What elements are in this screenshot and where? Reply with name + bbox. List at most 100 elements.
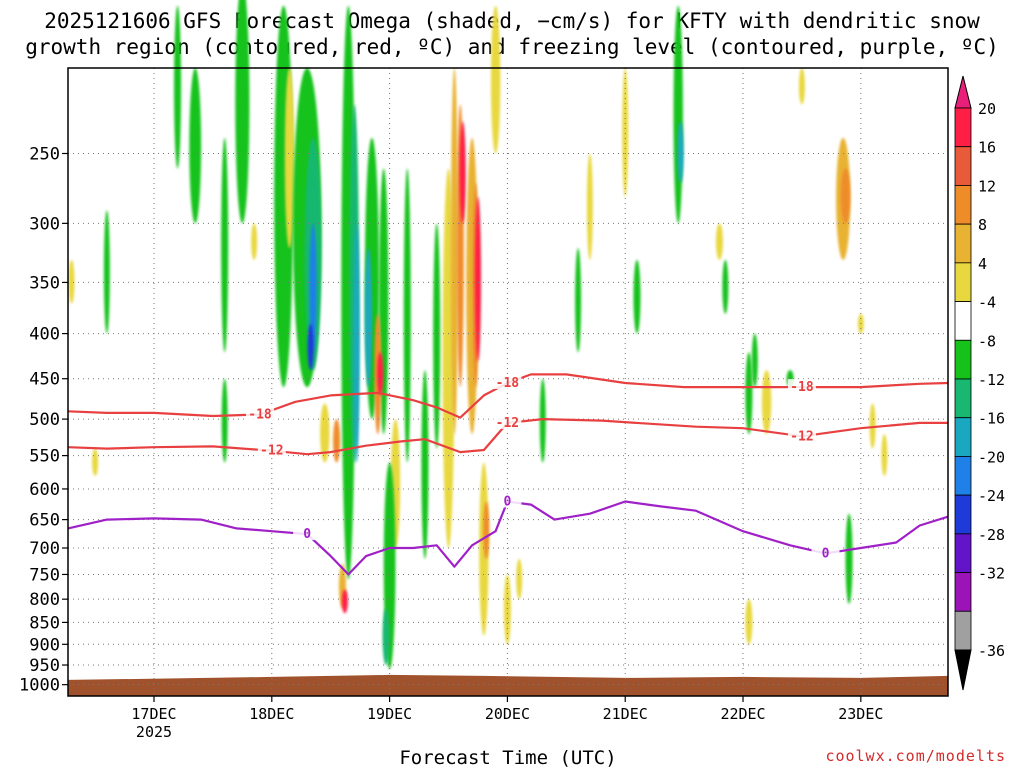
- colorbar-swatch: [954, 339, 972, 380]
- omega-shade-blob: [751, 333, 758, 388]
- omega-shade-blob: [881, 434, 888, 476]
- colorbar-swatch: [954, 378, 972, 419]
- contour-line-0: [67, 500, 949, 576]
- omega-shade-blob: [677, 121, 684, 183]
- omega-shade-blob: [845, 513, 853, 604]
- credit-text: coolwx.com/modelts: [825, 747, 1006, 765]
- omega-shade-blob: [320, 403, 330, 463]
- omega-shade-blob: [433, 223, 441, 449]
- contour-label: -12: [496, 416, 519, 431]
- omega-shade-blob: [586, 153, 593, 260]
- colorbar-swatch: [954, 572, 972, 612]
- y-tick-label: 750: [29, 565, 60, 585]
- chart-title-line1: 2025121606 GFS Forecast Omega (shaded, −…: [44, 9, 980, 33]
- y-tick-label: 300: [29, 214, 60, 234]
- colorbar-top-arrow: [954, 75, 972, 109]
- colorbar-swatch: [954, 456, 972, 496]
- contour-label: 0: [503, 495, 511, 510]
- colorbar-tick-label: -24: [978, 487, 1005, 505]
- omega-shade-blob: [353, 223, 360, 463]
- colorbar-tick-label: 12: [978, 177, 996, 195]
- omega-shade-blob: [221, 137, 229, 353]
- ground-layer: [68, 674, 948, 696]
- x-tick-label: 19DEC: [367, 705, 412, 723]
- omega-shade-blob: [745, 599, 753, 645]
- y-tick-label: 550: [29, 447, 60, 467]
- omega-shading-layer: [68, 0, 888, 670]
- colorbar-tick-label: -4: [978, 294, 996, 312]
- omega-shade-blob: [377, 352, 384, 396]
- omega-shade-blob: [798, 68, 805, 105]
- colorbar-tick-label: -8: [978, 332, 996, 350]
- y-tick-label: 850: [29, 613, 60, 633]
- omega-shade-blob: [221, 378, 228, 463]
- contour-layer: -18 -18 -18 -12 -12 -12 0 0 0: [67, 373, 949, 576]
- omega-shade-blob: [490, 5, 501, 154]
- omega-shade-blob: [364, 248, 372, 388]
- y-tick-label: 350: [29, 273, 60, 293]
- y-tick-label: 400: [29, 325, 60, 345]
- omega-shade-blob: [516, 558, 523, 600]
- x-axis-title: Forecast Time (UTC): [399, 747, 616, 768]
- omega-shade-blob: [869, 403, 876, 449]
- omega-shade-blob: [450, 68, 458, 435]
- contour-label: -18: [248, 407, 272, 422]
- y-tick-label: 1000: [19, 676, 60, 696]
- omega-shade-blob: [103, 210, 110, 334]
- contour-label: -12: [260, 444, 283, 459]
- contour-label: -12: [790, 429, 813, 444]
- omega-shade-blob: [92, 448, 99, 476]
- y-tick-label: 950: [29, 656, 60, 676]
- omega-shade-blob: [539, 378, 546, 463]
- contour-label: -18: [790, 380, 814, 395]
- colorbar-tick-label: 16: [978, 139, 996, 157]
- colorbar-tick-label: -16: [978, 410, 1005, 428]
- colorbar-swatch: [954, 185, 972, 225]
- x-tick-label: 22DEC: [720, 705, 765, 723]
- contour-line--18: [67, 373, 949, 419]
- omega-shade-blob: [459, 121, 466, 224]
- colorbar-tick-label: -36: [978, 642, 1005, 660]
- omega-shade-blob: [235, 0, 250, 224]
- omega-shade-blob: [673, 5, 683, 224]
- y-tick-label: 700: [29, 539, 60, 559]
- colorbar: 20 16 12 8 4 -4 -8 -12 -16 -20 -24 -28 -32 -36: [954, 75, 1005, 691]
- colorbar-tick-label: -28: [978, 526, 1005, 544]
- chart-title-line2: growth region (contoured, red, ºC) and f…: [25, 35, 999, 59]
- colorbar-swatch: [954, 417, 972, 457]
- x-tick-label: 21DEC: [603, 705, 648, 723]
- omega-shade-blob: [421, 370, 429, 559]
- contour-label-bg: [257, 442, 286, 457]
- colorbar-tick-label: -32: [978, 565, 1005, 583]
- contour-label-bg: [493, 374, 522, 389]
- omega-shade-blob: [189, 68, 202, 224]
- colorbar-tick-label: -12: [978, 371, 1005, 389]
- y-axis: 2503003504004505005506006507007508008509…: [19, 144, 68, 696]
- contour-label: 0: [303, 527, 311, 542]
- omega-shade-blob: [341, 589, 348, 614]
- omega-shade-blob: [333, 419, 341, 463]
- colorbar-tick-label: 4: [978, 255, 987, 273]
- omega-shade-blob: [483, 501, 490, 559]
- omega-shade-blob: [251, 223, 258, 260]
- contour-label-bg: [787, 379, 816, 394]
- omega-shade-blob: [575, 248, 582, 353]
- colorbar-swatch: [954, 610, 972, 651]
- omega-shade-blob: [174, 5, 182, 169]
- contour-line--12: [67, 418, 948, 456]
- omega-shade-blob: [503, 574, 511, 645]
- colorbar-swatch: [954, 107, 972, 148]
- colorbar-tick-label: 8: [978, 216, 987, 234]
- omega-shade-blob: [382, 608, 390, 666]
- y-tick-label: 450: [29, 370, 60, 390]
- colorbar-bottom-arrow: [954, 649, 972, 691]
- y-tick-label: 500: [29, 410, 60, 430]
- contour-label-bg: [787, 428, 816, 443]
- contour-label: 0: [822, 546, 830, 561]
- contour-label-bg: [493, 414, 522, 429]
- colorbar-swatch: [954, 301, 972, 341]
- x-tick-label: 20DEC: [485, 705, 530, 723]
- colorbar-tick-label: -20: [978, 448, 1005, 466]
- x-tick-label: 23DEC: [838, 705, 883, 723]
- omega-shade-blob: [403, 168, 411, 463]
